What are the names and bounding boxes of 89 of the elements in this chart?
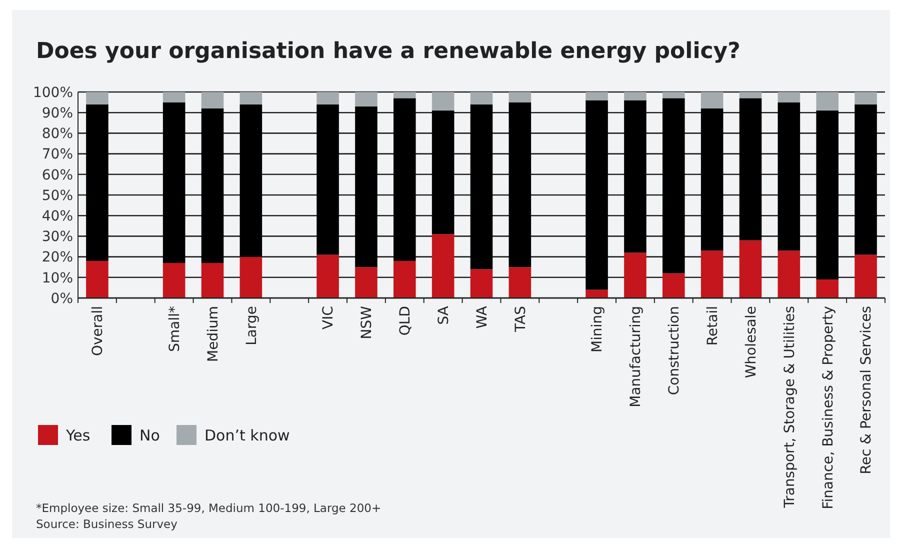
x-tick-label: SA bbox=[436, 306, 452, 325]
bar bbox=[700, 108, 724, 251]
bar bbox=[394, 92, 416, 98]
bar bbox=[201, 92, 224, 108]
bar bbox=[778, 92, 800, 102]
bar bbox=[316, 254, 339, 298]
bar bbox=[355, 106, 378, 268]
x-tick-label: Medium bbox=[205, 306, 222, 362]
y-tick-label: 0% bbox=[50, 290, 73, 307]
bar bbox=[624, 100, 646, 253]
y-tick-label: 70% bbox=[42, 146, 73, 163]
bar bbox=[816, 92, 838, 111]
source-note: Source: Business Survey bbox=[36, 517, 178, 531]
x-tick-label: Rec & Personal Services bbox=[858, 306, 875, 474]
x-tick-label: Wholesale bbox=[743, 306, 760, 378]
x-tick-label: Retail bbox=[704, 306, 721, 346]
bar bbox=[316, 104, 339, 255]
bar bbox=[624, 92, 646, 100]
bar bbox=[508, 92, 532, 102]
bar bbox=[778, 250, 800, 298]
bar bbox=[394, 98, 416, 261]
text: *Employee size: Small 35-99, Medium 100-199, Large 200+ bbox=[36, 501, 382, 515]
legend-label: Don’t know bbox=[204, 426, 290, 444]
bar bbox=[470, 92, 493, 104]
bar bbox=[586, 290, 608, 298]
bar bbox=[201, 108, 224, 263]
bar bbox=[162, 92, 186, 102]
y-tick-label: 30% bbox=[42, 229, 73, 246]
bar bbox=[816, 279, 838, 298]
bar bbox=[86, 104, 108, 261]
x-tick-label: NSW bbox=[359, 306, 376, 340]
bar bbox=[86, 92, 108, 104]
y-tick-label: 90% bbox=[42, 106, 73, 122]
y-tick-label: 60% bbox=[42, 167, 73, 184]
bar bbox=[662, 92, 685, 98]
bar bbox=[662, 273, 685, 298]
bar bbox=[355, 267, 378, 298]
x-tick-label: Finance, Business & Property bbox=[820, 306, 836, 510]
bar bbox=[470, 104, 493, 270]
y-tick-label: 100% bbox=[32, 84, 73, 101]
bar bbox=[86, 260, 108, 298]
bar bbox=[162, 262, 186, 298]
bar bbox=[394, 260, 416, 298]
bar bbox=[316, 92, 339, 104]
y-tick-label: 20% bbox=[42, 250, 73, 266]
bar bbox=[240, 104, 262, 257]
bar bbox=[778, 102, 800, 251]
bar bbox=[162, 102, 186, 263]
y-tick-label: 50% bbox=[42, 188, 73, 204]
y-tick-label: 10% bbox=[42, 270, 73, 286]
x-tick-label: TAS bbox=[512, 306, 529, 333]
bar bbox=[432, 110, 454, 234]
x-tick-label: Construction bbox=[666, 306, 683, 396]
x-tick-label: Transport, Storage & Utilities bbox=[782, 306, 798, 509]
x-tick-label: WA bbox=[474, 306, 490, 329]
legend-label: No bbox=[140, 426, 160, 444]
bar bbox=[508, 102, 532, 268]
x-tick-label: VIC bbox=[320, 306, 337, 330]
bar bbox=[739, 92, 762, 98]
bar bbox=[854, 254, 877, 298]
bar bbox=[700, 92, 724, 108]
x-tick-label: Small* bbox=[166, 306, 183, 352]
bar bbox=[739, 98, 762, 240]
bar bbox=[854, 104, 877, 255]
legend-label: Yes bbox=[65, 426, 90, 444]
y-tick-label: 40% bbox=[42, 208, 73, 224]
x-tick-label: Mining bbox=[590, 306, 606, 352]
x-tick-label: Overall bbox=[90, 306, 106, 356]
bar bbox=[854, 92, 877, 104]
bar bbox=[201, 262, 224, 298]
chart-title: Does your organisation have a renewable energy policy? bbox=[36, 39, 740, 64]
y-tick-label: 80% bbox=[42, 126, 73, 142]
bar bbox=[662, 98, 685, 274]
x-tick-label: Large bbox=[244, 306, 260, 346]
bar bbox=[240, 256, 262, 298]
bar bbox=[624, 252, 646, 298]
bar bbox=[355, 92, 378, 106]
bar bbox=[586, 92, 608, 100]
bar bbox=[586, 100, 608, 290]
bar bbox=[816, 110, 838, 280]
bar bbox=[432, 92, 454, 111]
x-tick-label: QLD bbox=[398, 306, 414, 336]
bar bbox=[240, 92, 262, 104]
bar bbox=[700, 250, 724, 298]
bar bbox=[739, 240, 762, 298]
bar bbox=[432, 234, 454, 298]
x-tick-label: Manufacturing bbox=[628, 306, 644, 408]
bar bbox=[470, 269, 493, 298]
bar bbox=[508, 267, 532, 298]
